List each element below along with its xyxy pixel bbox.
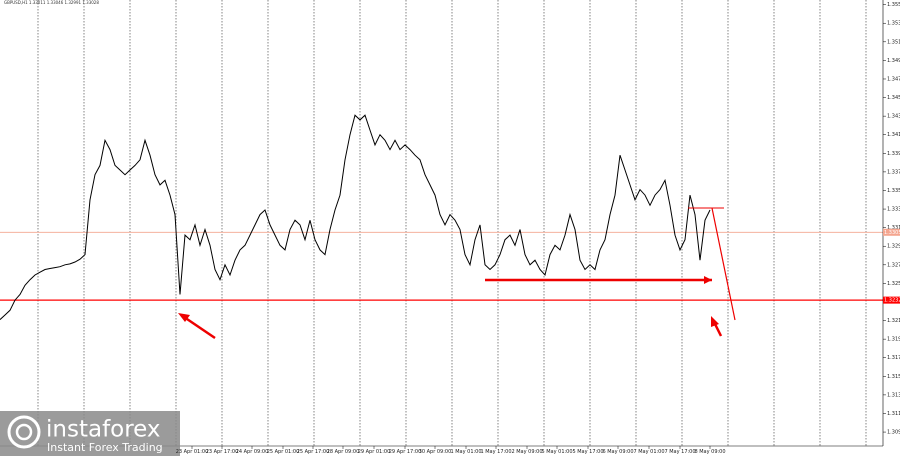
x-tick-label: 25 Apr 01:00 bbox=[267, 449, 300, 455]
x-tick-label: 1 May 17:00 bbox=[480, 449, 511, 455]
y-tick-label: 1.353 bbox=[887, 21, 900, 27]
logo-icon bbox=[7, 415, 41, 449]
x-tick-label: 29 Apr 01:00 bbox=[358, 449, 391, 455]
y-tick-label: 1.333 bbox=[887, 207, 900, 213]
price-label: 1.3305 bbox=[884, 230, 900, 236]
y-tick-label: 1.317 bbox=[887, 355, 900, 361]
x-tick-label: 24 Apr 09:00 bbox=[236, 449, 269, 455]
y-tick-label: 1.345 bbox=[887, 95, 900, 101]
y-tick-label: 1.335 bbox=[887, 188, 900, 194]
y-tick-label: 1.355 bbox=[887, 2, 900, 8]
x-tick-label: 25 Apr 17:00 bbox=[297, 449, 330, 455]
y-tick-label: 1.341 bbox=[887, 132, 900, 138]
y-tick-label: 1.315 bbox=[887, 374, 900, 380]
x-tick-label: 8 May 09:00 bbox=[694, 449, 725, 455]
y-tick-label: 1.343 bbox=[887, 114, 900, 120]
x-tick-label: 6 May 09:00 bbox=[602, 449, 633, 455]
y-tick-label: 1.339 bbox=[887, 151, 900, 157]
x-tick-label: 7 May 01:00 bbox=[633, 449, 664, 455]
arrow-head bbox=[711, 316, 719, 327]
logo-name: instaforex bbox=[46, 417, 161, 443]
arrow-head bbox=[178, 313, 190, 322]
price-line bbox=[0, 114, 711, 320]
logo-icon bbox=[15, 423, 33, 441]
x-tick-label: 30 Apr 09:00 bbox=[419, 449, 452, 455]
x-tick-label: 23 Apr 01:00 bbox=[176, 449, 209, 455]
x-tick-label: 5 May 01:00 bbox=[541, 449, 572, 455]
y-tick-label: 1.349 bbox=[887, 58, 900, 64]
y-tick-label: 1.347 bbox=[887, 76, 900, 82]
x-tick-label: 2 May 09:00 bbox=[511, 449, 542, 455]
x-tick-label: 5 May 17:00 bbox=[572, 449, 603, 455]
y-tick-label: 1.311 bbox=[887, 411, 900, 417]
annotations bbox=[178, 207, 736, 340]
y-tick-label: 1.351 bbox=[887, 39, 900, 45]
y-tick-label: 1.309 bbox=[887, 430, 900, 436]
x-tick-label: 1 May 01:00 bbox=[450, 449, 481, 455]
x-tick-label: 23 Apr 17:00 bbox=[206, 449, 239, 455]
price-label-bg bbox=[883, 228, 900, 236]
y-tick-label: 1.321 bbox=[887, 318, 900, 324]
y-tick-label: 1.337 bbox=[887, 169, 900, 175]
logo-tagline: Instant Forex Trading bbox=[47, 441, 163, 454]
x-tick-label: 28 Apr 09:00 bbox=[327, 449, 360, 455]
projection-line bbox=[711, 207, 736, 321]
arrow-head bbox=[704, 276, 712, 284]
x-tick-label: 29 Apr 17:00 bbox=[389, 449, 422, 455]
y-tick-label: 1.319 bbox=[887, 337, 900, 343]
logo: instaforex Instant Forex Trading bbox=[0, 411, 180, 456]
y-tick-label: 1.313 bbox=[887, 392, 900, 398]
y-tick-label: 1.329 bbox=[887, 244, 900, 250]
header: GBPUSD,H1 1.33011 1.33046 1.32991 1.3302… bbox=[4, 0, 99, 5]
arrow bbox=[183, 315, 216, 340]
plot bbox=[0, 114, 883, 320]
y-tick-label: 1.327 bbox=[887, 262, 900, 268]
y-tick-label: 1.331 bbox=[887, 225, 900, 231]
x-tick-label: 7 May 17:00 bbox=[664, 449, 695, 455]
price-label: 1.3232 bbox=[884, 298, 900, 304]
y-tick-label: 1.325 bbox=[887, 281, 900, 287]
price-label-bg bbox=[883, 296, 900, 304]
